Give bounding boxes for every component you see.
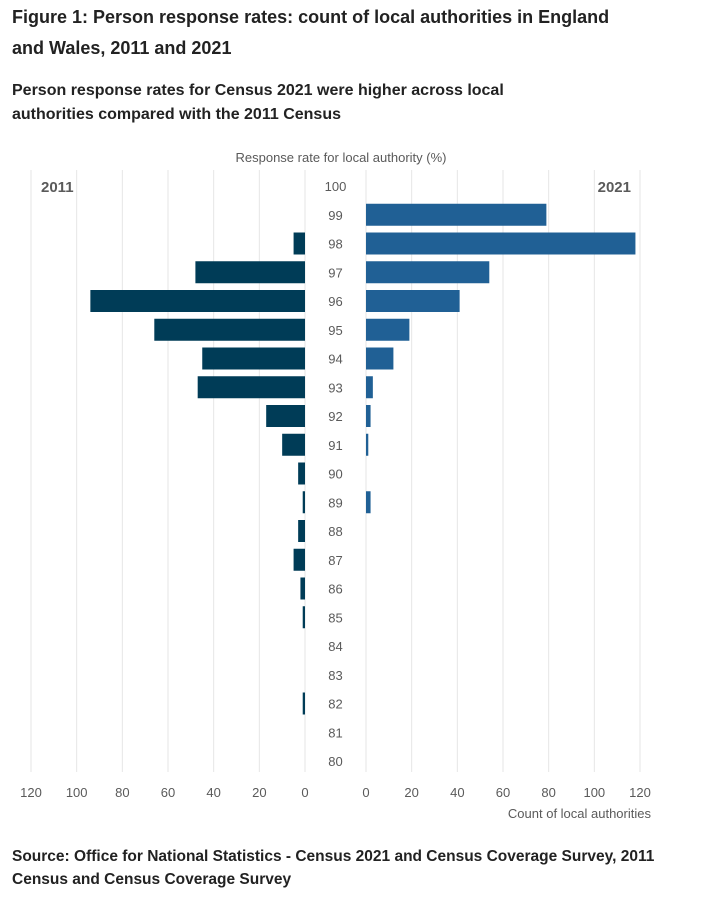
bar-2021-92 xyxy=(366,405,371,427)
x-tick-2011-20: 20 xyxy=(252,785,266,800)
category-label-90: 90 xyxy=(328,467,342,482)
category-label-95: 95 xyxy=(328,323,342,338)
bar-2021-94 xyxy=(366,347,394,370)
bar-2011-93 xyxy=(197,376,305,399)
category-label-91: 91 xyxy=(328,438,342,453)
bar-2011-96 xyxy=(90,290,305,312)
bar-2011-88 xyxy=(298,520,305,542)
bar-2021-89 xyxy=(366,491,371,514)
x-tick-2021-0: 0 xyxy=(362,785,369,800)
x-tick-2021-60: 60 xyxy=(496,785,510,800)
bar-2021-97 xyxy=(366,261,490,284)
bar-2011-98 xyxy=(293,232,305,255)
series-label-2021: 2021 xyxy=(598,179,631,196)
category-label-83: 83 xyxy=(328,668,342,683)
bar-2011-91 xyxy=(282,433,305,456)
category-label-100: 100 xyxy=(325,179,347,194)
category-label-81: 81 xyxy=(328,725,342,740)
bar-2011-85 xyxy=(302,606,305,629)
bars-2021 xyxy=(366,203,636,514)
category-label-89: 89 xyxy=(328,495,342,510)
category-label-93: 93 xyxy=(328,380,342,395)
bar-2011-87 xyxy=(293,548,305,571)
category-label-80: 80 xyxy=(328,754,342,769)
bar-2021-98 xyxy=(366,232,636,255)
bar-2011-86 xyxy=(300,577,305,600)
x-tick-2021-100: 100 xyxy=(583,785,605,800)
bars-2011 xyxy=(90,232,305,715)
category-label-86: 86 xyxy=(328,582,342,597)
category-label-85: 85 xyxy=(328,610,342,625)
bar-2011-82 xyxy=(302,692,305,715)
x-tick-2011-40: 40 xyxy=(206,785,220,800)
category-label-87: 87 xyxy=(328,553,342,568)
category-label-97: 97 xyxy=(328,265,342,280)
x-tick-2021-80: 80 xyxy=(541,785,555,800)
x-axis-title: Count of local authorities xyxy=(508,806,652,821)
pyramid-chart: 100 99 98 97 96 95 94 93 92 91 90 89 88 87 86 85 84 83 82 8… xyxy=(20,150,652,821)
bar-2021-95 xyxy=(366,318,410,341)
x-tick-2021-20: 20 xyxy=(404,785,418,800)
x-tick-2011-80: 80 xyxy=(115,785,129,800)
y-axis-title: Response rate for local authority (%) xyxy=(236,150,447,165)
category-label-84: 84 xyxy=(328,639,342,654)
series-label-2011: 2011 xyxy=(41,179,74,196)
category-label-94: 94 xyxy=(328,352,342,367)
x-tick-labels: 0 0 20 20 40 40 60 60 80 80 100 100 120 120 xyxy=(20,785,651,800)
category-label-88: 88 xyxy=(328,524,342,539)
category-label-98: 98 xyxy=(328,237,342,252)
x-tick-2011-60: 60 xyxy=(161,785,175,800)
bar-2011-92 xyxy=(266,405,305,427)
x-tick-2021-40: 40 xyxy=(450,785,464,800)
figure-subtitle: Person response rates for Census 2021 we… xyxy=(12,82,504,123)
x-tick-2011-100: 100 xyxy=(66,785,88,800)
source-note: Source: Office for National Statistics -… xyxy=(12,848,655,888)
category-label-92: 92 xyxy=(328,409,342,424)
category-labels: 100 99 98 97 96 95 94 93 92 91 90 89 88 87 86 85 84 83 82 8… xyxy=(325,179,347,769)
category-label-99: 99 xyxy=(328,208,342,223)
bar-2021-96 xyxy=(366,290,460,312)
figure-title: Figure 1: Person response rates: count o… xyxy=(12,7,610,58)
category-label-96: 96 xyxy=(328,294,342,309)
category-label-82: 82 xyxy=(328,697,342,712)
bar-2021-91 xyxy=(366,433,369,456)
bar-2011-97 xyxy=(195,261,305,284)
bar-2011-90 xyxy=(298,462,305,485)
bar-2011-89 xyxy=(302,491,305,514)
x-tick-2021-120: 120 xyxy=(629,785,651,800)
bar-2021-93 xyxy=(366,376,373,399)
x-tick-2011-0: 0 xyxy=(301,785,308,800)
bar-2011-95 xyxy=(154,318,305,341)
x-tick-2011-120: 120 xyxy=(20,785,42,800)
bar-2011-94 xyxy=(202,347,305,370)
bar-2021-99 xyxy=(366,203,547,226)
